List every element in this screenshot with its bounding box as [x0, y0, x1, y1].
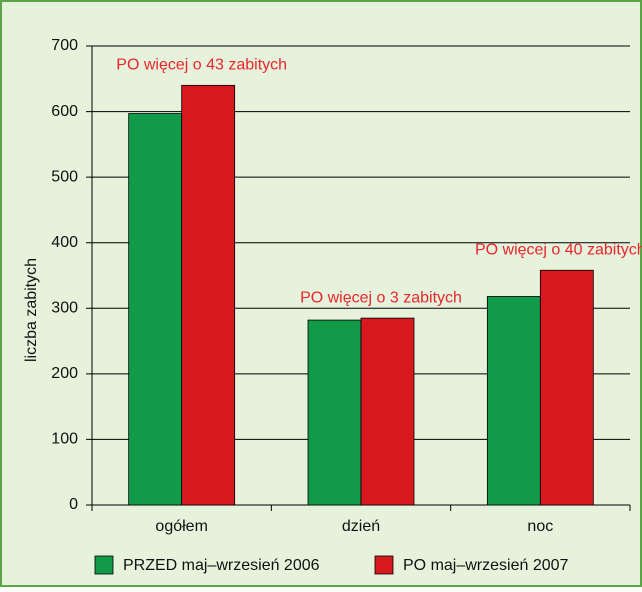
legend-label: PO maj–wrzesień 2007: [403, 557, 569, 574]
y-tick-label: 0: [69, 496, 78, 513]
bar: [128, 113, 183, 506]
bar: [181, 84, 236, 506]
y-tick-label: 200: [51, 365, 78, 382]
legend-swatch: [94, 555, 114, 575]
annotation: PO więcej o 43 zabitych: [116, 57, 287, 74]
x-tick-label: noc: [527, 518, 553, 535]
x-tick-label: dzień: [342, 518, 380, 535]
bar: [307, 319, 362, 506]
y-axis-label: liczba zabitych: [23, 258, 40, 362]
y-tick-label: 300: [51, 300, 78, 317]
y-tick-label: 100: [51, 431, 78, 448]
annotation: PO więcej o 3 zabitych: [300, 289, 462, 306]
y-tick-label: 500: [51, 168, 78, 185]
bar: [486, 296, 541, 506]
legend-label: PRZED maj–wrzesień 2006: [123, 557, 320, 574]
annotation: PO więcej o 40 zabitych: [475, 241, 642, 258]
y-tick-label: 700: [51, 37, 78, 54]
x-tick-label: ogółem: [155, 518, 207, 535]
bar: [360, 317, 415, 506]
bar: [539, 269, 594, 506]
y-tick-label: 400: [51, 234, 78, 251]
y-tick-label: 600: [51, 103, 78, 120]
legend-swatch: [374, 555, 394, 575]
